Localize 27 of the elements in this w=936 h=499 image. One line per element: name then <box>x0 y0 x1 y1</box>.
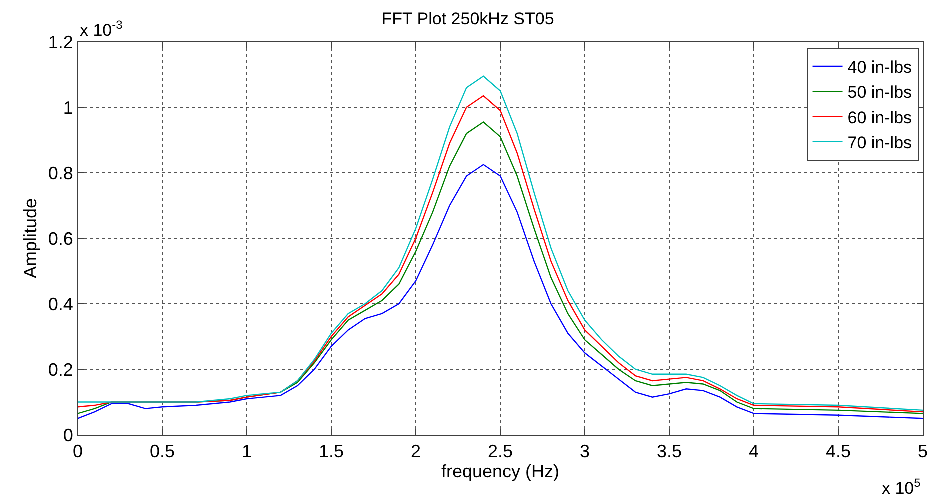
legend-label: 60 in-lbs <box>848 108 912 128</box>
y-tick-label: 0.2 <box>48 360 74 380</box>
text: x 10$^{5}$ <box>882 476 922 498</box>
y-axis-title: Amplitude <box>20 198 41 279</box>
legend-label: 40 in-lbs <box>848 58 912 78</box>
y-tick-label: 0 <box>63 425 74 446</box>
legend-label: 50 in-lbs <box>848 83 912 102</box>
chart-title: FFT Plot 250kHz ST05 <box>382 9 554 28</box>
x-tick-label: 1 <box>242 442 252 462</box>
x-axis-title: frequency (Hz) <box>441 462 560 482</box>
legend-label: 70 in-lbs <box>848 133 912 152</box>
x-tick-label: 4 <box>748 442 760 462</box>
x-tick-label: 4.5 <box>826 442 852 462</box>
y-tick-label: 0.8 <box>48 163 74 184</box>
y-tick-label: 1 <box>63 98 74 118</box>
x-tick-label: 1.5 <box>318 442 344 462</box>
y-tick-label: 0.6 <box>48 228 74 249</box>
x-tick-label: 2 <box>410 442 422 462</box>
x-tick-label: 0.5 <box>150 442 176 462</box>
y-tick-label: 1.2 <box>48 32 74 52</box>
x-tick-label: 5 <box>918 442 928 462</box>
x-tick-label: 3 <box>580 442 590 462</box>
y-tick-label: 0.4 <box>48 294 74 314</box>
text: x 10$^{-3}$ <box>80 18 124 40</box>
x-tick-label: 2.5 <box>488 442 514 462</box>
line-series <box>78 164 923 420</box>
x-tick-label: 3.5 <box>656 442 682 462</box>
